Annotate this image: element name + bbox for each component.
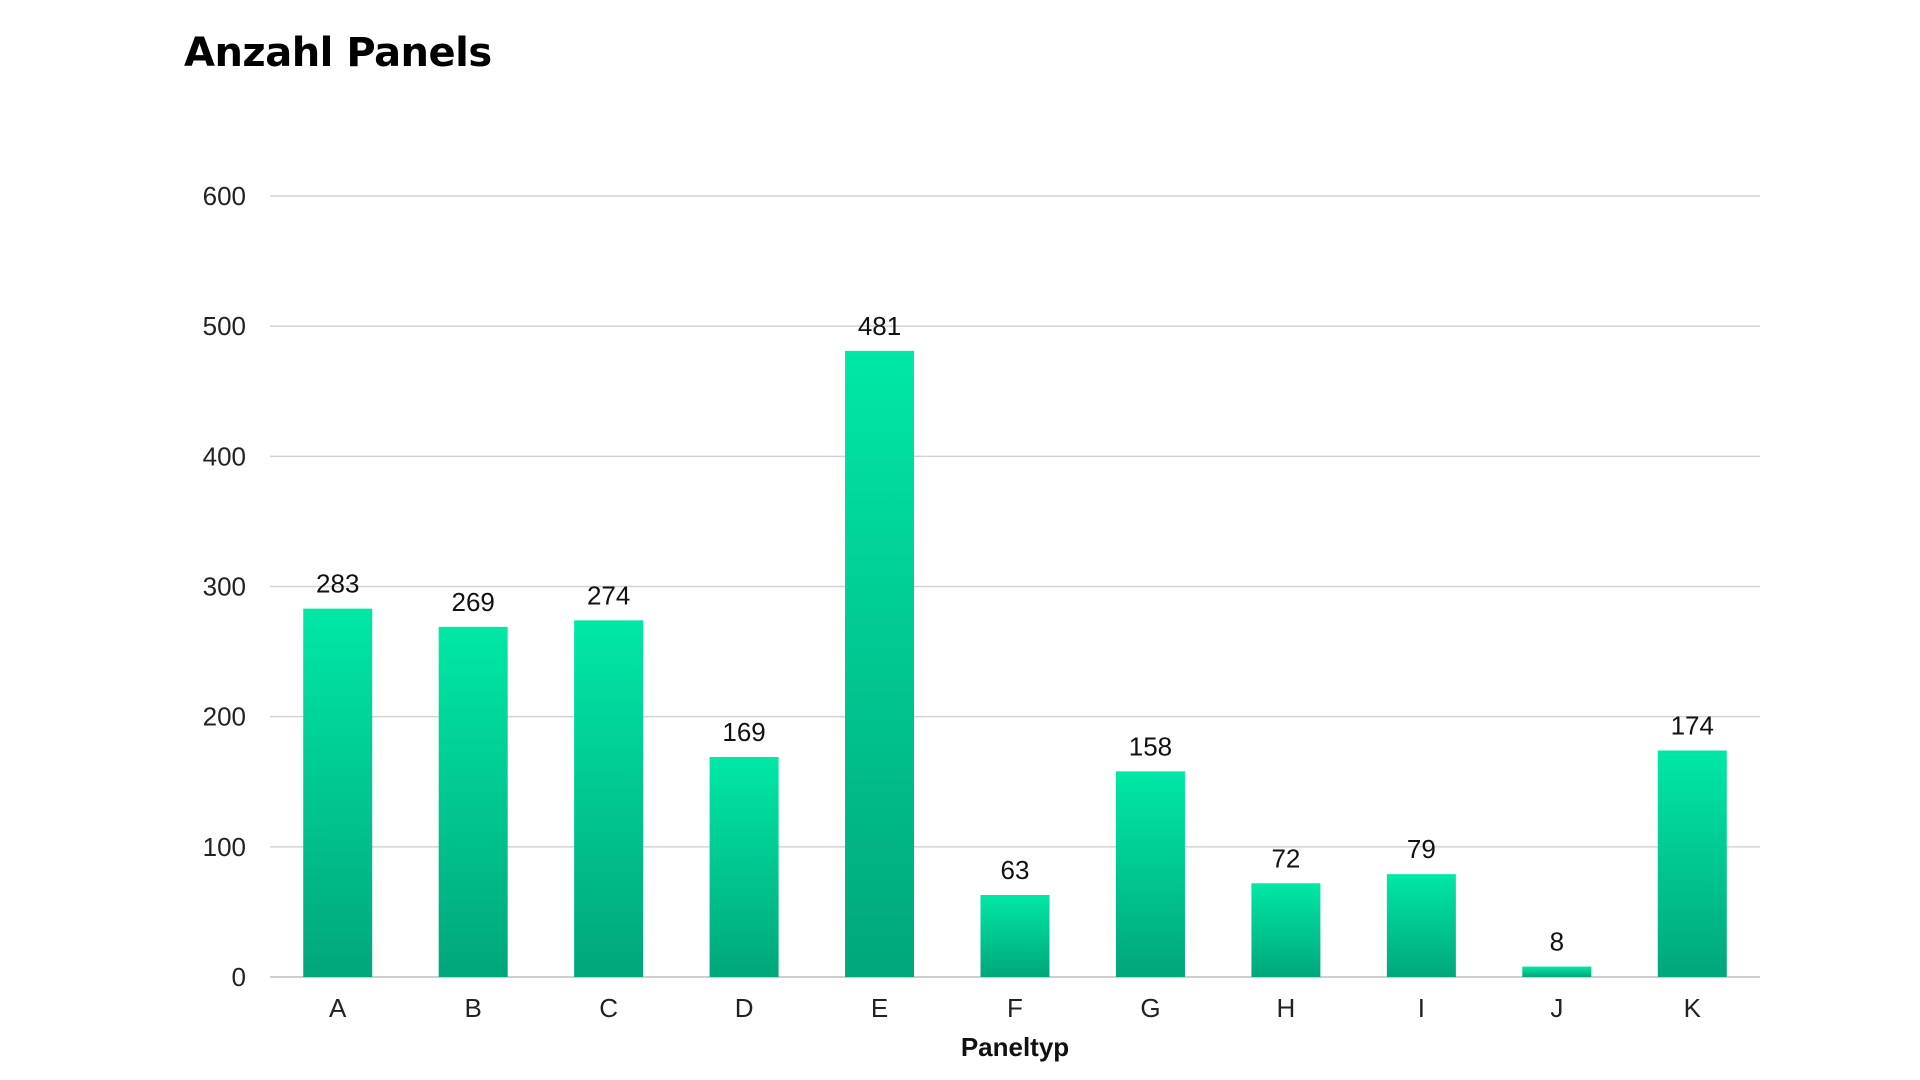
data-label: 274	[587, 580, 630, 610]
x-tick-label: F	[1007, 993, 1023, 1023]
bar-c	[574, 620, 644, 977]
data-label: 169	[722, 717, 765, 747]
bar-h	[1251, 883, 1321, 977]
data-label: 269	[451, 587, 494, 617]
data-label: 63	[1001, 855, 1030, 885]
data-label: 283	[316, 569, 359, 599]
y-tick-label: 0	[232, 962, 246, 992]
data-label: 174	[1671, 711, 1714, 741]
x-tick-label: G	[1140, 993, 1160, 1023]
x-tick-label: J	[1550, 993, 1563, 1023]
y-axis-ticks: 0 100 200 300 400 500 600	[203, 181, 246, 992]
x-tick-label: B	[465, 993, 482, 1023]
bar-e	[845, 350, 915, 978]
y-tick-label: 600	[203, 181, 246, 211]
bar-k	[1657, 750, 1727, 977]
y-tick-label: 300	[203, 572, 246, 602]
data-label: 79	[1407, 834, 1436, 864]
x-tick-label: A	[329, 993, 347, 1023]
x-axis-title: Paneltyp	[961, 1032, 1069, 1062]
data-label: 481	[858, 311, 901, 341]
y-tick-label: 500	[203, 311, 246, 341]
bar-j	[1522, 966, 1592, 977]
bar-i	[1386, 874, 1456, 977]
data-label: 8	[1550, 927, 1564, 957]
bar-a	[303, 608, 373, 977]
bar-b	[438, 626, 508, 977]
data-label: 158	[1129, 731, 1172, 761]
x-tick-label: I	[1418, 993, 1425, 1023]
chart-title: Anzahl Panels	[184, 30, 492, 76]
data-label: 72	[1271, 843, 1300, 873]
y-tick-label: 100	[203, 832, 246, 862]
y-tick-label: 200	[203, 702, 246, 732]
x-axis-ticks: A B C D E F G H I J K	[329, 993, 1702, 1023]
x-tick-label: H	[1277, 993, 1296, 1023]
x-tick-label: D	[735, 993, 754, 1023]
x-tick-label: E	[871, 993, 888, 1023]
gridlines	[270, 195, 1760, 978]
bar-d	[709, 757, 779, 977]
x-tick-label: C	[599, 993, 618, 1023]
bar-g	[1115, 771, 1185, 977]
bar-f	[980, 894, 1050, 977]
bars: 283 269 274 169 481 63 158 72 79 8 174	[303, 311, 1727, 978]
y-tick-label: 400	[203, 441, 246, 471]
x-tick-label: K	[1684, 993, 1702, 1023]
